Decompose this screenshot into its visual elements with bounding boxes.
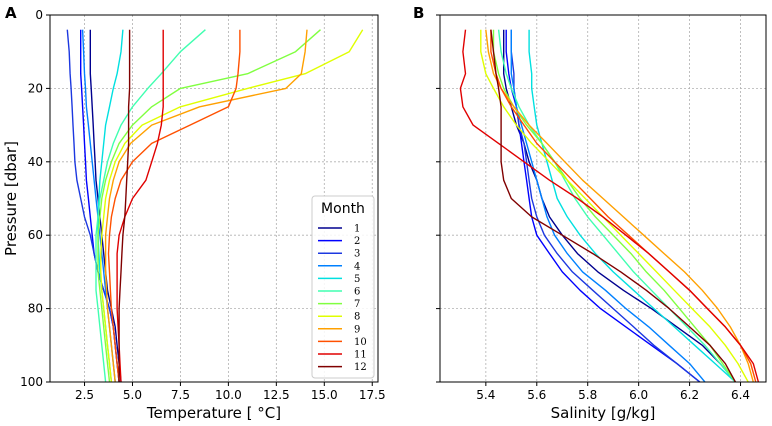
temperature-y-tick-label: 20	[28, 81, 43, 95]
salinity-series-month-9	[485, 29, 754, 383]
salinity-series-month-2	[505, 29, 701, 383]
legend-label-3: 3	[354, 249, 360, 260]
temperature-x-axis-label: Temperature [ °C]	[146, 404, 281, 422]
temperature-series-month-6	[95, 29, 206, 383]
salinity-x-tick-label: 5.6	[527, 388, 546, 402]
legend-label-6: 6	[354, 287, 360, 298]
salinity-series-month-5	[528, 29, 736, 383]
temperature-series-month-7	[97, 29, 321, 383]
salinity-x-tick-label: 6.4	[731, 388, 750, 402]
temperature-x-tick-label: 15.0	[311, 388, 338, 402]
salinity-x-tick-label: 6.0	[629, 388, 648, 402]
salinity-series-month-4	[510, 29, 706, 383]
temperature-y-tick-label: 40	[28, 155, 43, 169]
temperature-x-tick-label: 12.5	[263, 388, 290, 402]
legend-label-12: 12	[354, 362, 367, 373]
salinity-plot-frame	[439, 14, 767, 383]
temperature-panel: 2.5 5.0 7.5 10.0 12.5 15.0 17.5 0 20 40 60 80 100 Tem…	[2, 8, 386, 422]
panel-b-letter: B	[413, 4, 424, 22]
salinity-x-tick-label: 5.4	[476, 388, 495, 402]
legend-label-7: 7	[354, 299, 360, 310]
legend-label-5: 5	[354, 274, 360, 285]
legend-box	[311, 195, 375, 379]
legend-title: Month	[321, 201, 365, 217]
temperature-series-month-9	[104, 29, 308, 383]
temperature-y-tick-label: 100	[20, 375, 43, 389]
temperature-series-month-12	[118, 29, 131, 382]
temperature-y-tick-label: 60	[28, 228, 43, 242]
legend-label-10: 10	[354, 337, 367, 348]
temperature-x-tick-label: 7.5	[171, 388, 190, 402]
salinity-series-month-1	[503, 29, 736, 383]
salinity-x-tick-label: 5.8	[578, 388, 597, 402]
temperature-x-tick-label: 2.5	[75, 388, 94, 402]
legend-label-4: 4	[354, 261, 360, 272]
temperature-y-tick-label: 80	[28, 302, 43, 316]
temperature-x-tick-label: 17.5	[359, 388, 386, 402]
salinity-series-month-8	[480, 29, 749, 383]
temperature-x-tick-label: 10.0	[215, 388, 242, 402]
legend-label-9: 9	[354, 324, 360, 335]
legend-label-1: 1	[354, 224, 360, 235]
legend-label-8: 8	[354, 312, 360, 323]
temperature-series-month-8	[100, 29, 364, 383]
salinity-series-month-6	[497, 29, 736, 383]
salinity-panel: 5.4 5.6 5.8 6.0 6.2 6.4 Salinity [g/kg]	[436, 14, 767, 422]
salinity-series-month-3	[510, 29, 701, 383]
temperature-y-tick-label: 0	[35, 8, 43, 22]
panel-a-letter: A	[5, 4, 17, 22]
temperature-series-month-11	[116, 29, 164, 383]
temperature-series-month-10	[107, 29, 241, 383]
temperature-series-month-3	[66, 29, 120, 383]
temperature-plot-frame	[49, 14, 379, 383]
salinity-series-month-7	[492, 29, 736, 383]
temperature-y-axis-label: Pressure [dbar]	[2, 141, 20, 256]
salinity-x-axis-label: Salinity [g/kg]	[551, 404, 656, 422]
salinity-series-month-12	[490, 29, 737, 383]
legend-label-2: 2	[354, 236, 360, 247]
salinity-x-tick-label: 6.2	[680, 388, 699, 402]
salinity-series-month-11	[459, 29, 760, 383]
temperature-x-tick-label: 5.0	[123, 388, 142, 402]
legend-label-11: 11	[354, 350, 367, 361]
